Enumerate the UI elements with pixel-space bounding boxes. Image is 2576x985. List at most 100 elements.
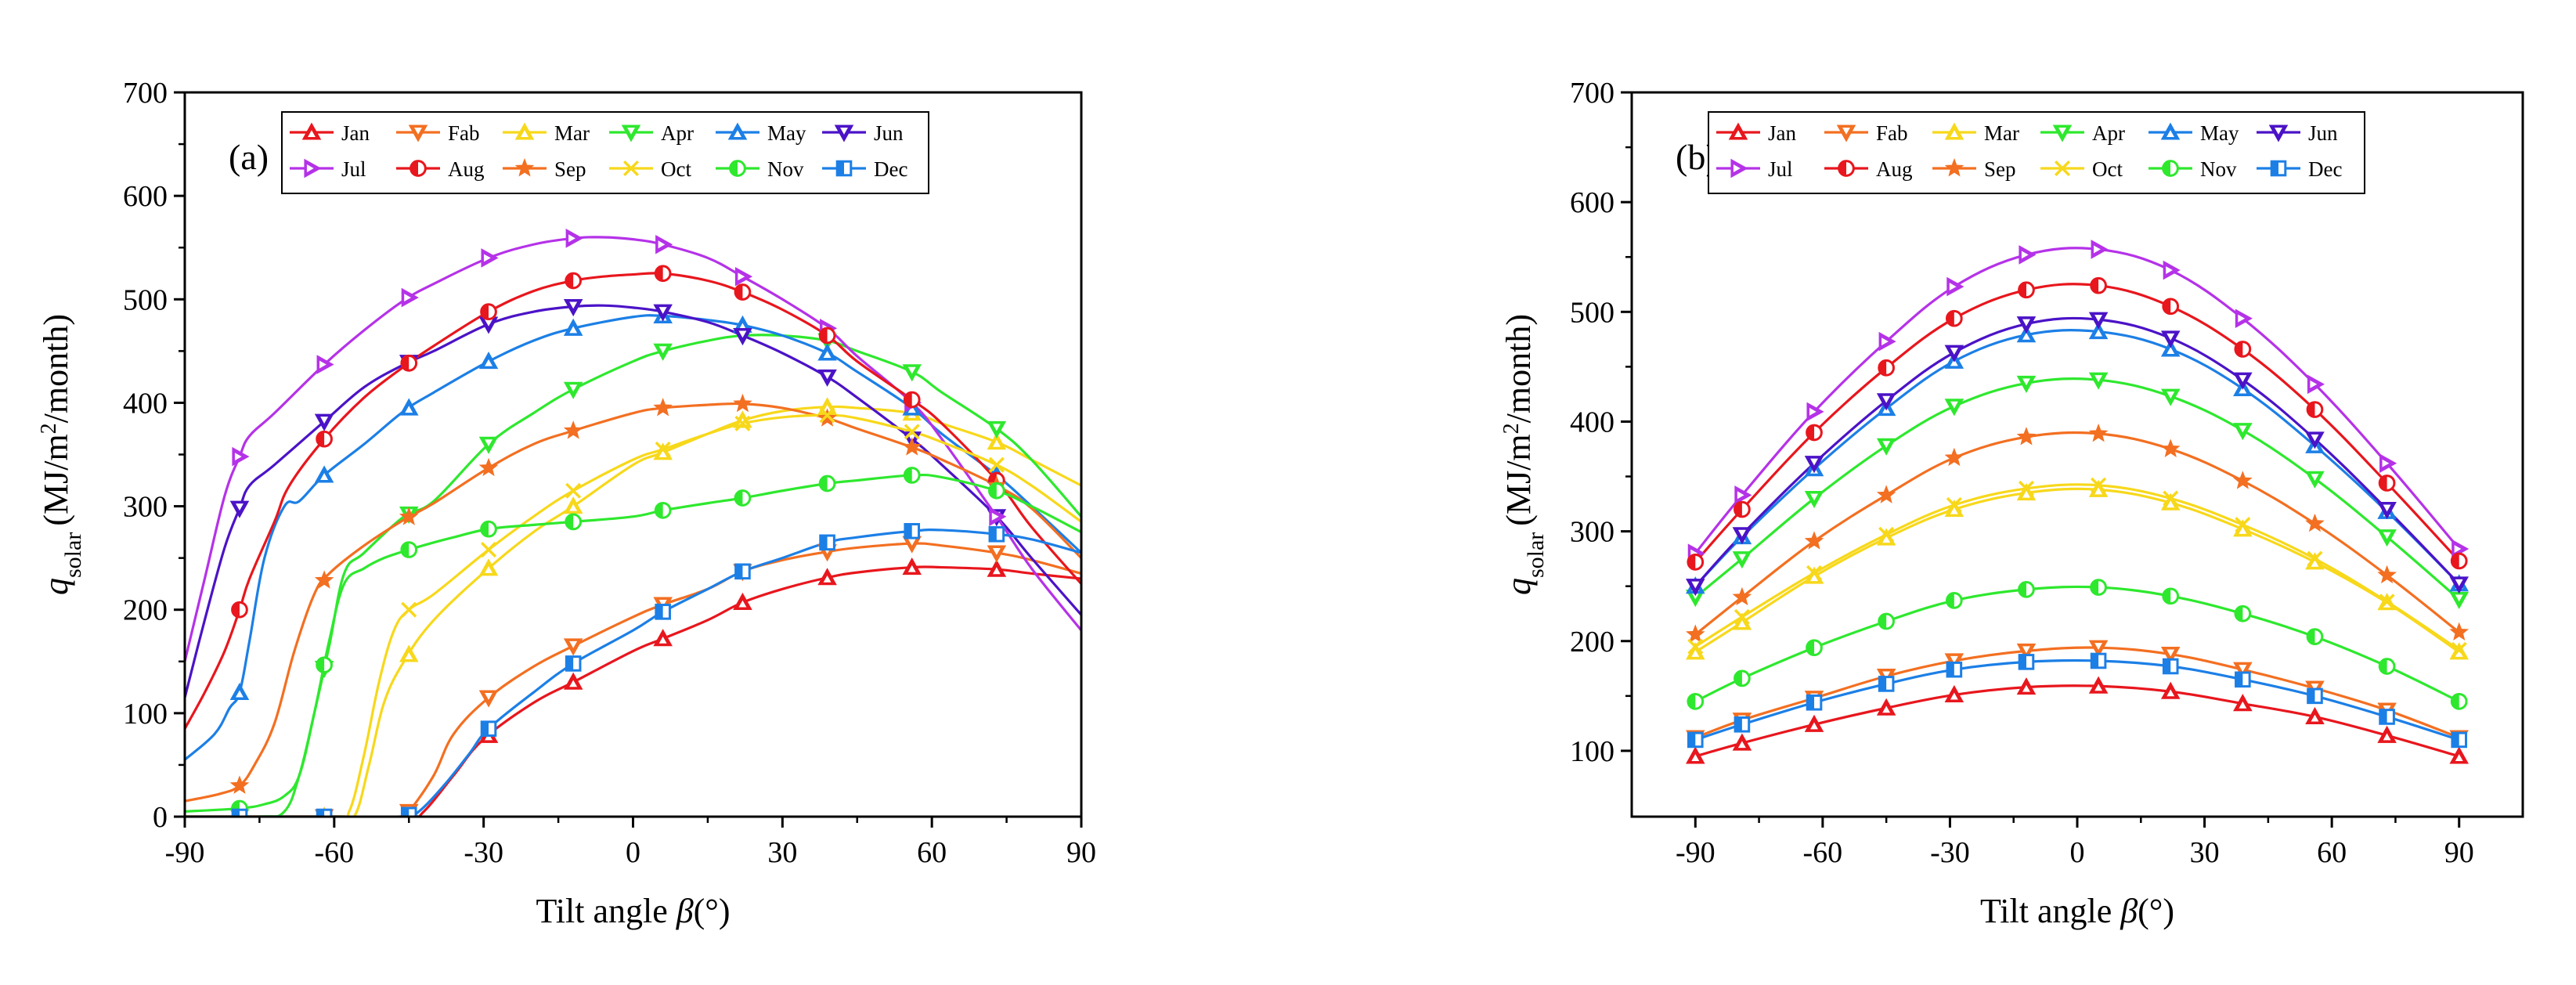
legend-marker: [514, 158, 535, 177]
data-point-jun-inner: [2167, 333, 2175, 341]
data-point-aug-fill: [2452, 554, 2459, 568]
data-point-jun-inner: [1691, 581, 1700, 589]
x-tick-label: 0: [626, 836, 640, 869]
legend-label: Dec: [874, 157, 907, 181]
data-point-nov-fill: [2452, 694, 2459, 709]
y-axis: 0 100 200 300 400 500 600 700: [123, 77, 185, 834]
data-point-jan-inner: [2022, 684, 2030, 692]
data-point-sep: [1944, 447, 1964, 467]
data-point-aug-fill: [2091, 278, 2099, 294]
legend-item-dec: Dec: [822, 157, 907, 181]
y-tick-label: 200: [1570, 626, 1615, 658]
data-point-sep: [2305, 513, 2325, 532]
y-tick-label: 700: [1570, 77, 1615, 110]
data-point-dec-fill: [2307, 689, 2315, 703]
legend-item-jun: Jun: [2257, 121, 2338, 145]
legend-marker-inner: [627, 127, 635, 135]
y-axis: 100 200 300 400 500 600 700: [1570, 77, 1632, 768]
series-line-dec: [185, 529, 1081, 817]
legend-label: Jun: [2308, 121, 2338, 145]
data-point-oct: [565, 482, 582, 499]
x-tick-label: 30: [767, 836, 797, 869]
data-point-fab-inner: [658, 600, 667, 607]
data-point-fab-inner: [2167, 649, 2175, 657]
legend-item-may: May: [2148, 121, 2239, 145]
legend-label: Sep: [554, 157, 586, 181]
data-point-oct: [2235, 517, 2251, 533]
legend-marker-inner: [521, 130, 529, 138]
legend-item-jul: Jul: [290, 157, 366, 181]
data-point-dec-fill: [317, 810, 325, 817]
data-point-may-inner: [485, 359, 492, 366]
legend-marker-inner: [2275, 127, 2282, 135]
data-point-mar-inner: [2455, 650, 2463, 657]
legend-label: Fab: [1876, 121, 1908, 145]
data-point-jun-inner: [2022, 319, 2030, 327]
data-point-jul-inner: [1737, 491, 1744, 500]
series-line-jul: [1694, 247, 2460, 554]
data-point-apr-inner: [1737, 554, 1746, 561]
data-point-oct: [2163, 490, 2179, 507]
data-point-oct: [1878, 526, 1895, 543]
series-lines: [185, 236, 1081, 817]
legend-marker: [2054, 160, 2071, 177]
data-point-sep: [2160, 438, 2181, 457]
data-point-may-inner: [2239, 386, 2247, 394]
data-point-sep: [2088, 423, 2109, 442]
legend-label: Oct: [2092, 157, 2123, 181]
data-point-dec-fill: [735, 565, 743, 579]
legend-label: Mar: [1984, 121, 2019, 145]
data-point-aug-fill: [655, 265, 663, 281]
data-point-jul-inner: [2454, 545, 2462, 553]
data-point-jun-inner: [236, 503, 244, 511]
panel-label: (a): [229, 137, 269, 177]
data-point-jul-inner: [234, 453, 242, 461]
y-label-end: /month): [37, 314, 75, 423]
data-point-oct: [1806, 565, 1823, 581]
data-point-sep: [1876, 485, 1896, 503]
y-label-subscript: solar: [60, 532, 86, 578]
data-point-jul-inner: [2310, 380, 2318, 388]
legend-label: Jun: [874, 121, 904, 145]
data-point-dec-fill: [1947, 662, 1954, 677]
data-point-fab-inner: [485, 692, 492, 700]
data-point-apr-inner: [2239, 425, 2247, 433]
y-label-superscript: 2: [1499, 423, 1524, 434]
data-point-aug-fill: [481, 304, 489, 319]
data-point-jul-inner: [568, 234, 575, 243]
data-point-dec-fill: [1807, 695, 1815, 710]
x-axis-label: Tilt angle β(°): [1980, 892, 2174, 930]
legend-label: Jul: [341, 157, 366, 181]
legend-marker-fill: [1838, 161, 1846, 176]
data-point-mar-inner: [2094, 487, 2103, 495]
data-point-aug-fill: [1806, 425, 1815, 440]
x-tick-label: -30: [1930, 836, 1970, 869]
legend-label: Fab: [448, 121, 480, 145]
data-point-aug-fill: [2163, 298, 2171, 314]
data-point-may-inner: [2022, 332, 2030, 340]
legend-marker-fill: [410, 161, 418, 176]
data-point-fab-inner: [2239, 665, 2247, 672]
x-tick-label: 0: [2070, 836, 2085, 869]
y-axis-label: qsolar (MJ/m2/month): [37, 314, 86, 595]
data-point-may-inner: [320, 473, 329, 480]
data-point-jun-inner: [823, 372, 832, 380]
data-point-nov-fill: [1878, 614, 1887, 629]
data-point-jul-inner: [2021, 251, 2029, 259]
legend-item-jun: Jun: [822, 121, 904, 145]
legend-marker-inner: [414, 127, 422, 135]
legend-marker-inner: [1733, 164, 1741, 172]
data-point-jun-inner: [2383, 504, 2391, 512]
series-line-apr: [185, 334, 1081, 817]
data-point-jul-inner: [404, 294, 411, 302]
x-label-symbol: β: [2120, 892, 2138, 930]
data-point-apr-inner: [2455, 594, 2463, 602]
data-point-jan-inner: [2094, 684, 2103, 691]
data-point-jul-inner: [1809, 407, 1817, 416]
data-point-nov-fill: [2379, 658, 2387, 674]
legend-marker-inner: [840, 127, 848, 135]
data-point-fab-inner: [1950, 655, 1958, 663]
y-tick-label: 400: [123, 387, 168, 420]
legend-label: Mar: [554, 121, 590, 145]
